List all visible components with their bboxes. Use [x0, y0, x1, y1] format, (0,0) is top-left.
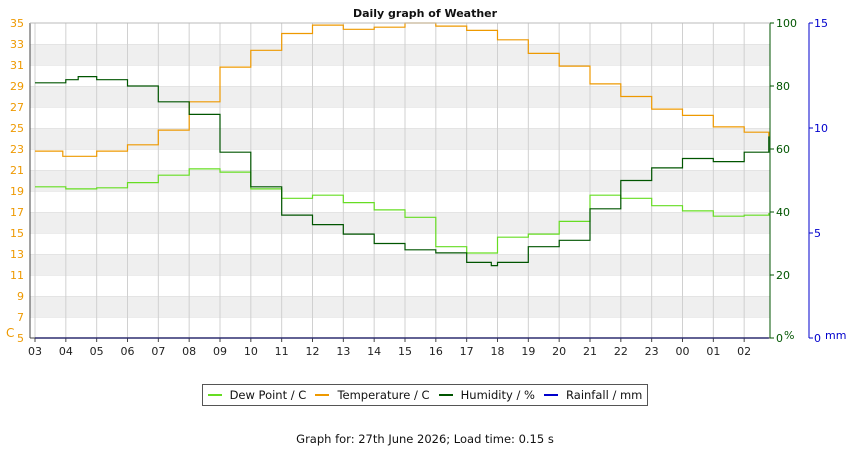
chart-title: Daily graph of Weather	[353, 7, 498, 20]
x-tick-label: 00	[676, 345, 690, 358]
temperature-tick-label: 23	[10, 143, 24, 156]
temperature-tick-label: 11	[10, 269, 24, 282]
plot-band	[30, 170, 770, 191]
x-tick-label: 08	[182, 345, 196, 358]
x-tick-label: 22	[614, 345, 628, 358]
plot-band	[30, 86, 770, 107]
x-tick-label: 17	[460, 345, 474, 358]
x-tick-label: 04	[59, 345, 73, 358]
legend-swatch	[438, 394, 453, 396]
humidity-tick-label: 60	[776, 143, 790, 156]
plot-band	[30, 254, 770, 275]
x-tick-label: 23	[645, 345, 659, 358]
x-tick-label: 15	[398, 345, 412, 358]
legend-swatch	[207, 394, 222, 396]
x-tick-label: 13	[336, 345, 350, 358]
plot-band	[30, 23, 770, 44]
temperature-tick-label: 25	[10, 122, 24, 135]
plot-band	[30, 191, 770, 212]
x-tick-label: 06	[121, 345, 135, 358]
plot-bands	[30, 22, 770, 338]
temperature-tick-label: 33	[10, 38, 24, 51]
plot-band	[30, 149, 770, 170]
temperature-axis-ticks: 5 7 9 11 13 15 17 19 21 23 25 27 29 31 33 35	[10, 17, 24, 345]
x-tick-label: 18	[491, 345, 505, 358]
temperature-tick-label: 27	[10, 101, 24, 114]
rainfall-axis-ticks: 0 5 10 15	[808, 17, 828, 345]
x-tick-label: 14	[367, 345, 381, 358]
humidity-axis-ticks: 0 20 40 60 80 100	[770, 17, 797, 345]
graph-footer: Graph for: 27th June 2026; Load time: 0.…	[296, 432, 554, 446]
x-tick-label: 01	[706, 345, 720, 358]
temperature-tick-label: 31	[10, 59, 24, 72]
plot-band	[30, 44, 770, 65]
x-tick-label: 03	[28, 345, 42, 358]
legend-swatch	[315, 394, 330, 396]
humidity-tick-label: 0	[776, 332, 783, 345]
x-tick-label: 21	[583, 345, 597, 358]
temperature-tick-label: 17	[10, 206, 24, 219]
humidity-tick-label: 80	[776, 80, 790, 93]
rainfall-tick-label: 5	[814, 227, 821, 240]
plot-band	[30, 107, 770, 128]
temperature-tick-label: 13	[10, 248, 24, 261]
legend-label: Humidity / %	[460, 388, 535, 402]
x-tick-label: 12	[306, 345, 320, 358]
temperature-tick-label: 7	[17, 311, 24, 324]
legend-label: Dew Point / C	[229, 388, 307, 402]
legend-item: Rainfall / mm	[544, 388, 642, 402]
legend-swatch	[544, 394, 559, 396]
rainfall-tick-label: 15	[814, 17, 828, 30]
chart-legend: Dew Point / C Temperature / C Humidity / %…	[202, 384, 648, 406]
legend-label: Temperature / C	[337, 388, 430, 402]
rainfall-unit-label: mm	[825, 329, 846, 342]
plot-band	[30, 212, 770, 233]
x-tick-label: 20	[552, 345, 566, 358]
series-line-dew	[35, 168, 770, 254]
x-tick-label: 05	[90, 345, 104, 358]
humidity-tick-label: 40	[776, 206, 790, 219]
temperature-unit-label: C	[6, 326, 14, 340]
legend-item: Humidity / %	[438, 388, 535, 402]
temperature-tick-label: 15	[10, 227, 24, 240]
x-tick-label: 10	[244, 345, 258, 358]
x-tick-label: 02	[737, 345, 751, 358]
x-tick-label: 07	[151, 345, 165, 358]
x-tick-label: 16	[429, 345, 443, 358]
x-tick-label: 19	[521, 345, 535, 358]
legend-item: Dew Point / C	[207, 388, 307, 402]
temperature-tick-label: 35	[10, 17, 24, 30]
humidity-tick-label: 20	[776, 269, 790, 282]
legend-item: Temperature / C	[315, 388, 430, 402]
rainfall-tick-label: 10	[814, 122, 828, 135]
x-tick-label: 09	[213, 345, 227, 358]
temperature-tick-label: 9	[17, 290, 24, 303]
x-axis-ticks: 03 04 05 06 07 08 09 10 11 12 13 14 15 16 17 18 19 20 21 22…	[28, 338, 751, 358]
temperature-tick-label: 5	[17, 332, 24, 345]
plot-band	[30, 296, 770, 317]
humidity-unit-label: %	[784, 329, 794, 342]
humidity-tick-label: 100	[776, 17, 797, 30]
plot-band	[30, 275, 770, 296]
plot-band	[30, 317, 770, 338]
rainfall-tick-label: 0	[814, 332, 821, 345]
axis-lines	[29, 22, 771, 339]
plot-band	[30, 65, 770, 86]
temperature-tick-label: 21	[10, 164, 24, 177]
temperature-tick-label: 19	[10, 185, 24, 198]
series-line-humidity	[35, 76, 770, 267]
legend-label: Rainfall / mm	[566, 388, 643, 402]
series-line-temperature	[35, 22, 770, 157]
temperature-tick-label: 29	[10, 80, 24, 93]
x-tick-label: 11	[275, 345, 289, 358]
plot-band	[30, 128, 770, 149]
